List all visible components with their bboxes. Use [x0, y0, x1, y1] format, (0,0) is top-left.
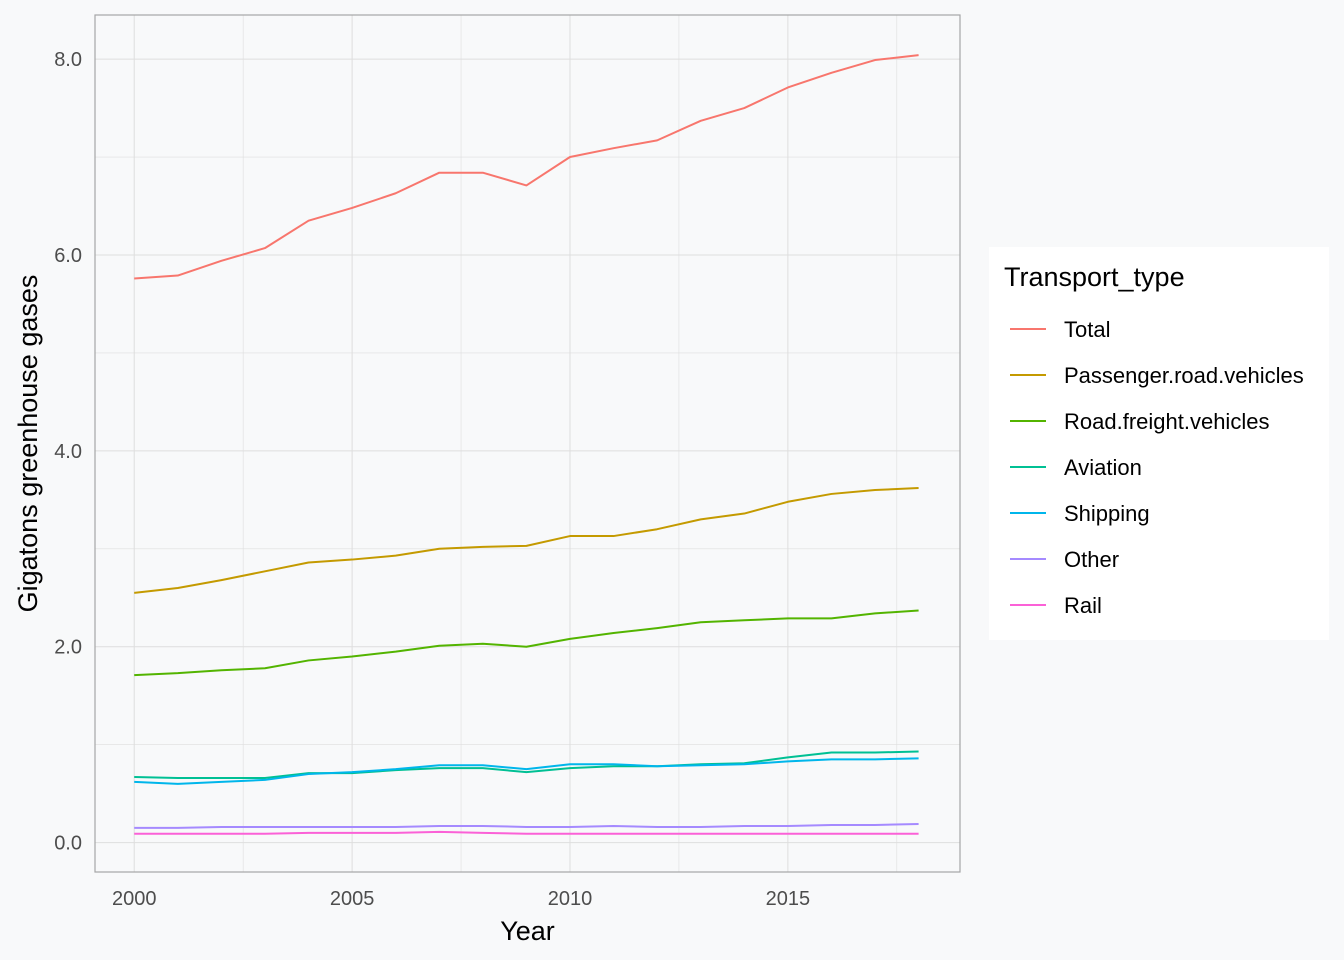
y-tick-label: 2.0 [54, 637, 82, 659]
legend-label-passenger-road-vehicles: Passenger.road.vehicles [1064, 363, 1304, 388]
legend-box [989, 247, 1329, 640]
series-line-shipping [134, 757, 919, 785]
y-tick-label: 0.0 [54, 833, 82, 855]
series-line-rail [134, 830, 919, 835]
panel-border [94, 14, 961, 873]
legend-label-shipping: Shipping [1064, 501, 1150, 526]
legend-title: Transport_type [1004, 262, 1185, 292]
x-tick-label: 2005 [330, 888, 375, 910]
y-tick-label: 8.0 [54, 49, 82, 71]
x-axis-title: Year [500, 916, 555, 946]
x-tick-label: 2000 [112, 888, 157, 910]
series-line-road-freight-vehicles [134, 609, 919, 677]
legend-label-other: Other [1064, 547, 1119, 572]
legend-label-rail: Rail [1064, 593, 1102, 618]
series-line-other [134, 823, 919, 829]
series-line-aviation [134, 750, 919, 779]
y-tick-label: 6.0 [54, 245, 82, 267]
x-tick-label: 2010 [548, 888, 593, 910]
series-line-passenger-road-vehicles [134, 487, 919, 594]
legend-label-total: Total [1064, 317, 1110, 342]
legend-label-road-freight-vehicles: Road.freight.vehicles [1064, 409, 1269, 434]
x-tick-label: 2015 [766, 888, 811, 910]
series-line-total [134, 54, 919, 280]
y-axis-title: Gigatons greenhouse gases [13, 275, 43, 613]
legend-label-aviation: Aviation [1064, 455, 1142, 480]
y-tick-label: 4.0 [54, 441, 82, 463]
plot-panel [95, 15, 960, 872]
